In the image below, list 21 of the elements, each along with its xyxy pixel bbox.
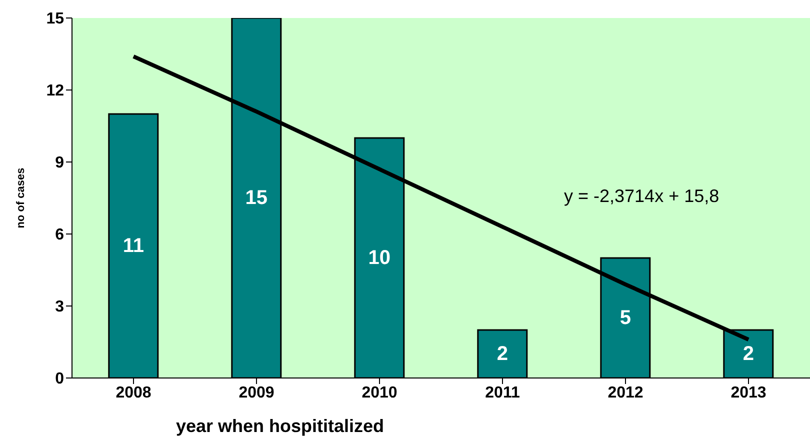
x-tick-label: 2012 <box>608 384 644 402</box>
data-label: 2 <box>742 343 754 365</box>
y-tick-label: 12 <box>46 82 64 100</box>
y-tick-label: 15 <box>46 10 64 28</box>
x-tick-label: 2010 <box>362 384 398 402</box>
y-tick-label: 3 <box>55 298 64 316</box>
data-label: 15 <box>245 187 268 209</box>
data-label: 2 <box>496 343 508 365</box>
y-tick-label: 6 <box>55 226 64 244</box>
x-tick-label: 2011 <box>485 384 520 402</box>
data-label: 5 <box>620 307 631 329</box>
data-label: 10 <box>368 247 391 269</box>
y-axis-title: no of cases <box>14 168 27 228</box>
y-tick-label: 0 <box>55 370 64 388</box>
x-tick-label: 2013 <box>730 384 766 402</box>
data-label: 11 <box>122 235 144 257</box>
y-tick-label: 9 <box>55 154 64 172</box>
x-tick-label: 2008 <box>116 384 152 402</box>
x-axis-title: year when hospititalized <box>176 416 384 437</box>
annotation: y = -2,3714x + 15,8 <box>564 186 720 207</box>
x-tick-label: 2009 <box>238 384 274 402</box>
